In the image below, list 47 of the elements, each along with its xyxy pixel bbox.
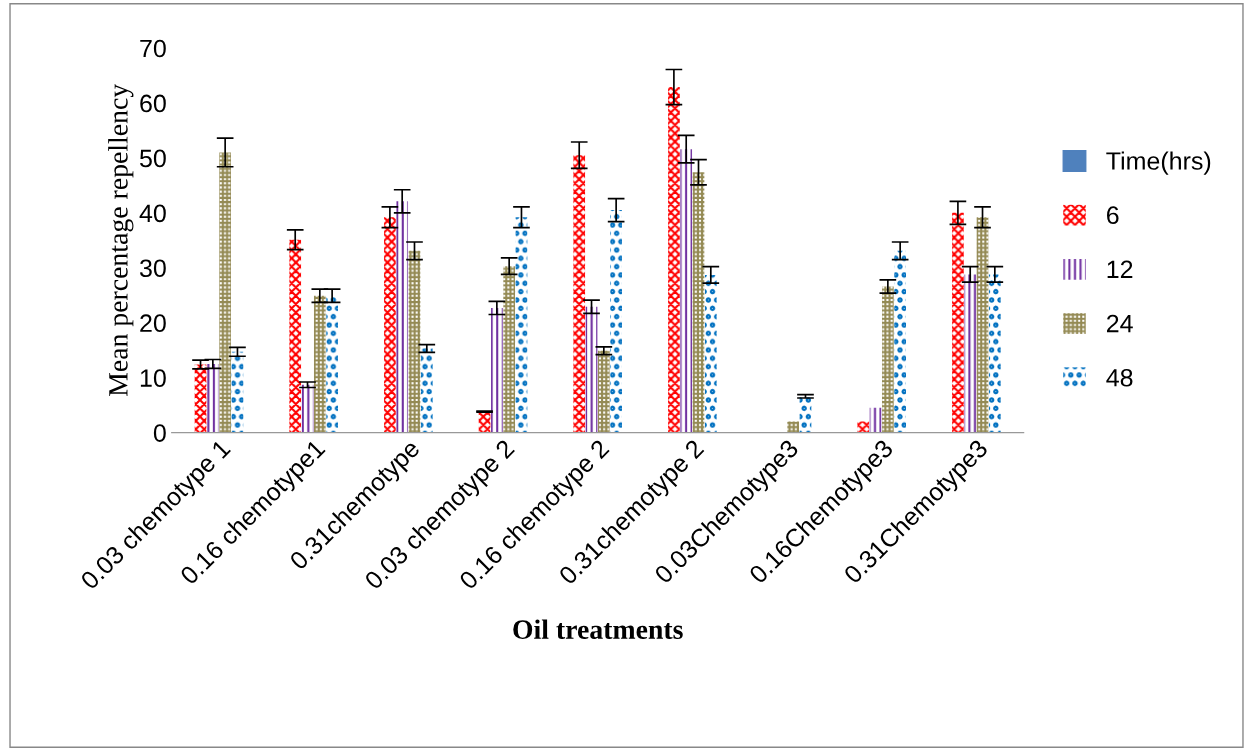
bar (692, 172, 705, 433)
y-tick-label: 60 (140, 94, 166, 113)
bar (420, 348, 433, 433)
bar (952, 212, 964, 433)
bar (668, 87, 680, 433)
bar (857, 421, 870, 433)
bar (194, 364, 207, 433)
y-axis-title: Mean percentage repellency (108, 83, 134, 397)
bar (219, 152, 231, 433)
bar (326, 295, 338, 433)
bar (573, 155, 586, 433)
bar (680, 149, 693, 433)
bar (704, 274, 717, 433)
y-tick-label: 20 (140, 314, 166, 333)
legend-label: Time(hrs) (1106, 151, 1211, 175)
bar (787, 421, 800, 433)
bar (289, 239, 302, 433)
bar (384, 217, 396, 433)
legend-label: 24 (1107, 314, 1133, 333)
y-tick-label: 0 (153, 424, 166, 442)
bar (869, 407, 882, 433)
x-axis-title: Oil treatments (513, 619, 683, 639)
bar (231, 351, 244, 433)
bar (894, 250, 906, 433)
bar (503, 266, 516, 433)
bar (408, 250, 421, 433)
y-tick-label: 70 (140, 39, 166, 58)
bar (313, 295, 326, 433)
bar (976, 217, 989, 433)
bar (515, 217, 528, 433)
legend-label: 6 (1107, 206, 1119, 225)
y-tick-label: 30 (139, 259, 166, 278)
bar (597, 350, 610, 433)
bar (585, 306, 598, 433)
bar (610, 210, 622, 433)
y-tick-label: 40 (139, 204, 166, 223)
bar (396, 201, 409, 433)
legend-label: 48 (1106, 368, 1133, 387)
bar (301, 384, 314, 433)
y-tick-label: 50 (140, 149, 166, 168)
bar (491, 307, 503, 433)
bar (964, 274, 977, 433)
y-tick-label: 10 (140, 369, 166, 387)
bar (207, 363, 219, 433)
bar (882, 286, 894, 433)
bar (988, 274, 1001, 433)
legend-label: 12 (1107, 260, 1133, 278)
